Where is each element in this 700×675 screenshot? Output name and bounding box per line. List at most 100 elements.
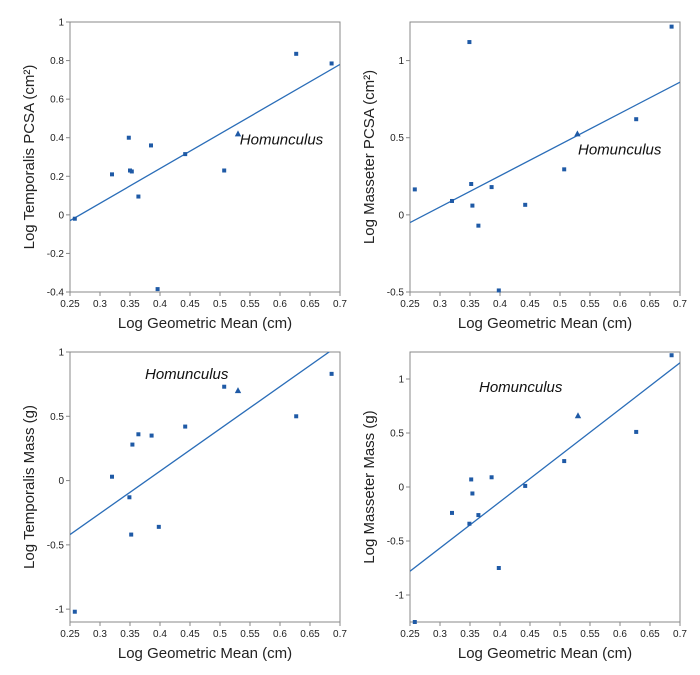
x-tick-label: 0.4	[153, 629, 167, 640]
x-tick-label: 0.6	[613, 629, 627, 640]
data-point	[126, 135, 131, 140]
y-tick-label: -1	[395, 591, 404, 602]
x-tick-label: 0.35	[120, 629, 140, 640]
y-tick-label: 0.5	[390, 429, 404, 440]
homunculus-point	[574, 412, 582, 419]
x-tick-label: 0.5	[213, 629, 227, 640]
x-tick-label: 0.25	[400, 299, 420, 310]
data-point	[127, 495, 132, 500]
y-tick-label: 0.5	[50, 412, 64, 423]
x-tick-label: 0.4	[153, 299, 167, 310]
data-point	[496, 288, 501, 293]
x-tick-label: 0.7	[333, 299, 347, 310]
x-tick-label: 0.25	[60, 629, 80, 640]
x-tick-label: 0.35	[460, 629, 480, 640]
regression-line	[70, 63, 340, 222]
x-tick-label: 0.3	[93, 629, 107, 640]
data-point	[130, 442, 135, 447]
chart-panel-2: 0.25 0.3 0.35 0.4 0.45 0.5 0.55 0.6 0.65 0.7 -0.5 0…	[361, 21, 687, 332]
data-point	[183, 424, 188, 429]
data-point	[129, 532, 134, 537]
x-tick-label: 0.45	[180, 629, 200, 640]
data-point	[634, 117, 639, 122]
x-tick-label: 0.7	[673, 299, 687, 310]
data-point	[634, 429, 639, 434]
y-tick-label: 0	[58, 210, 64, 221]
homunculus-label: Homunculus	[240, 131, 324, 148]
data-point	[562, 459, 567, 464]
y-tick-label: 0	[398, 210, 404, 221]
chart-panel-1: 0.25 0.3 0.35 0.4 0.45 0.5 0.55 0.6 0.65 0.7 -0.4 -…	[21, 18, 347, 333]
x-tick-label: 0.3	[433, 299, 447, 310]
y-tick-label: -1	[55, 605, 64, 616]
data-point	[110, 172, 114, 177]
y-tick-label: 1	[58, 348, 64, 359]
data-point	[329, 371, 334, 376]
data-point	[489, 185, 494, 190]
y-tick-label: 0.6	[50, 95, 64, 106]
homunculus-label: Homunculus	[479, 379, 563, 396]
x-tick-label: 0.45	[520, 629, 540, 640]
x-tick-label: 0.25	[60, 299, 80, 310]
x-tick-label: 0.3	[433, 629, 447, 640]
data-point	[156, 524, 161, 529]
x-tick-label: 0.65	[300, 299, 320, 310]
x-tick-label: 0.55	[240, 299, 260, 310]
data-point	[294, 51, 299, 56]
y-tick-label: -0.2	[47, 249, 65, 260]
x-tick-label: 0.4	[493, 629, 507, 640]
y-tick-label: 0.8	[50, 56, 64, 67]
x-tick-label: 0.5	[213, 299, 227, 310]
data-point	[476, 513, 481, 518]
data-point	[129, 169, 134, 174]
x-tick-label: 0.65	[640, 629, 660, 640]
x-tick-label: 0.6	[273, 299, 287, 310]
x-tick-label: 0.25	[400, 629, 420, 640]
y-tick-label: 0.5	[390, 133, 404, 144]
data-point	[155, 287, 160, 292]
homunculus-label: Homunculus	[145, 366, 229, 383]
plot-frame	[69, 21, 341, 293]
data-point	[469, 477, 474, 482]
x-tick-label: 0.6	[613, 299, 627, 310]
data-point	[669, 353, 674, 358]
y-tick-label: -0.5	[47, 540, 65, 551]
y-axis-title: Log Masseter Mass (g)	[361, 410, 378, 563]
data-point	[294, 414, 299, 419]
chart-panel-4: 0.25 0.3 0.35 0.4 0.45 0.5 0.55 0.6 0.65 0.7 -1 -0.…	[361, 351, 687, 662]
chart-panel-3: 0.25 0.3 0.35 0.4 0.45 0.5 0.55 0.6 0.65 0.7 -1 -0.…	[21, 348, 347, 663]
x-tick-label: 0.65	[640, 299, 660, 310]
data-point	[450, 510, 454, 515]
data-point	[470, 491, 475, 496]
homunculus-point	[234, 387, 242, 394]
x-tick-label: 0.55	[240, 629, 260, 640]
data-point	[136, 432, 141, 437]
data-point	[110, 474, 114, 479]
y-tick-label: 0	[398, 483, 404, 494]
data-point	[562, 167, 567, 172]
data-point	[476, 223, 481, 228]
regression-line	[410, 362, 680, 572]
data-point	[183, 152, 188, 157]
x-tick-label: 0.7	[333, 629, 347, 640]
data-point	[523, 483, 528, 488]
data-point	[149, 433, 154, 438]
plot-frame	[409, 21, 681, 293]
x-tick-label: 0.5	[553, 629, 567, 640]
homunculus-point	[574, 130, 581, 137]
homunculus-label: Homunculus	[578, 142, 662, 159]
data-point	[450, 198, 454, 203]
y-tick-label: -0.5	[387, 537, 405, 548]
x-tick-label: 0.7	[673, 629, 687, 640]
data-point	[329, 61, 334, 66]
x-axis-title: Log Geometric Mean (cm)	[458, 315, 632, 332]
data-point	[469, 182, 474, 186]
data-point	[489, 475, 494, 480]
x-tick-label: 0.5	[553, 299, 567, 310]
x-tick-label: 0.45	[520, 299, 540, 310]
x-axis-title: Log Geometric Mean (cm)	[118, 645, 292, 662]
x-tick-label: 0.6	[273, 629, 287, 640]
y-tick-label: 0.4	[50, 133, 64, 144]
data-point	[136, 194, 141, 199]
